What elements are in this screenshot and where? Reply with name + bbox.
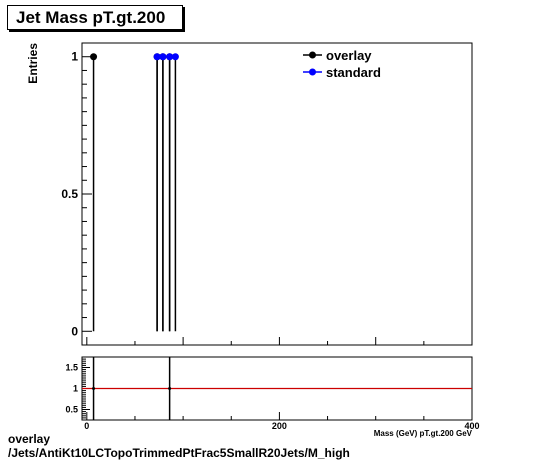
y-tick-label: 0.5 <box>61 187 78 201</box>
footer-line-1: overlay <box>8 432 51 446</box>
main-plot-frame <box>81 42 473 346</box>
legend-marker-overlay <box>309 51 316 59</box>
ratio-point <box>168 387 172 390</box>
data-point-standard <box>166 53 174 61</box>
x-axis-label: Mass (GeV) pT.gt.200 GeV <box>374 429 473 438</box>
ratio-y-tick-label: 1 <box>73 384 78 394</box>
ratio-x-tick-label: 200 <box>272 421 287 431</box>
data-point-standard <box>153 53 161 61</box>
y-axis-label: Entries <box>26 43 40 84</box>
ratio-y-tick-label: 1.5 <box>65 363 78 373</box>
legend-label: standard <box>326 65 381 80</box>
chart-title: Jet Mass pT.gt.200 <box>16 8 166 27</box>
legend-marker-standard <box>309 68 316 76</box>
ratio-point <box>92 387 96 390</box>
legend-label: overlay <box>326 48 372 63</box>
ratio-x-tick-label: 400 <box>464 421 479 431</box>
y-tick-label: 1 <box>71 50 78 64</box>
footer-line-2: /Jets/AntiKt10LCTopoTrimmedPtFrac5SmallR… <box>8 446 350 460</box>
y-tick-label: 0 <box>71 324 78 338</box>
title-box: Jet Mass pT.gt.200 <box>7 5 183 30</box>
data-point-overlay <box>90 53 98 61</box>
data-point-standard <box>171 53 179 61</box>
data-point-standard <box>159 53 167 61</box>
ratio-x-tick-label: 0 <box>84 421 89 431</box>
ratio-y-tick-label: 0.5 <box>65 405 78 415</box>
